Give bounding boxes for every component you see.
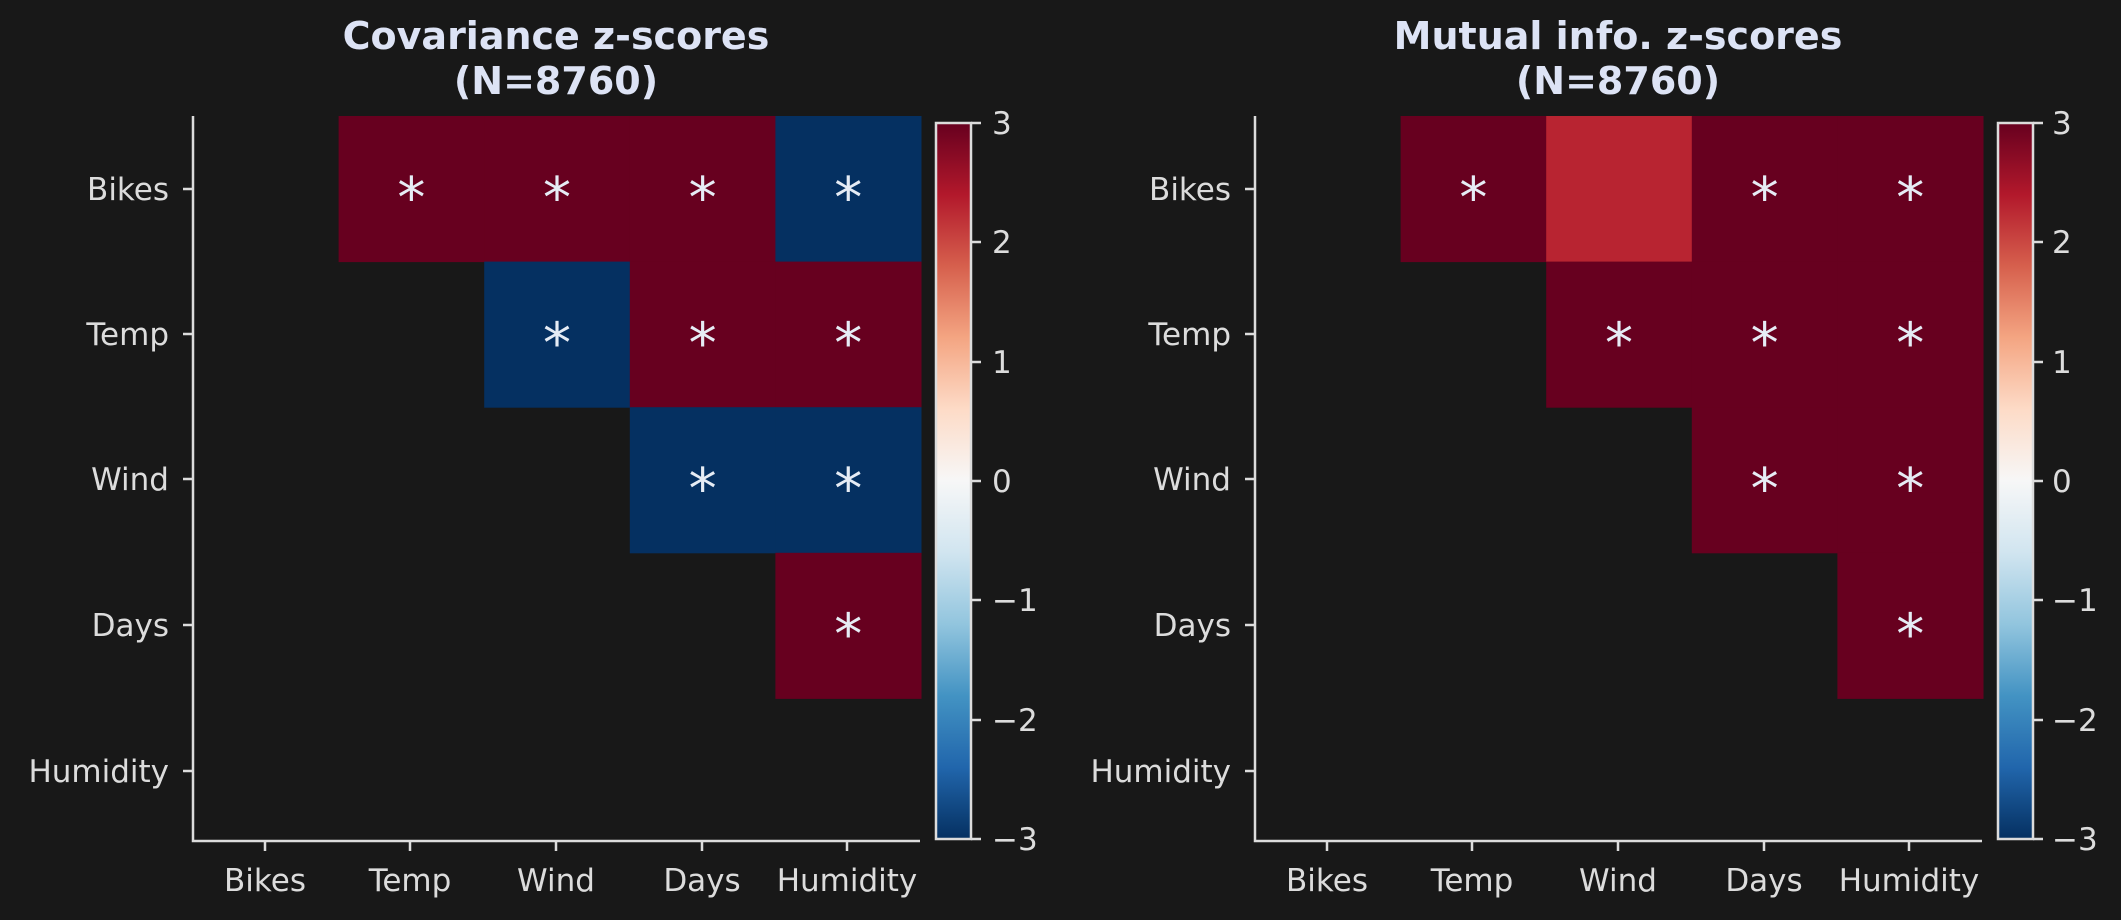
colorbar-tick-label: −2 — [992, 703, 1038, 739]
colorbar-tick-label: 3 — [2052, 106, 2072, 142]
x-tick-label: Temp — [368, 863, 452, 899]
significance-star: * — [1896, 166, 1924, 231]
heatmap-cell — [1837, 552, 1984, 699]
significance-star: * — [1896, 311, 1924, 376]
y-tick-label: Bikes — [87, 172, 169, 208]
chart-title-line-1: Covariance z-scores — [343, 14, 770, 58]
x-axis-ticks: Bikes Temp Wind Days Humidity — [1286, 841, 1979, 899]
colorbar-tick-label: 1 — [2052, 345, 2072, 381]
x-tick-label: Temp — [1430, 863, 1514, 899]
colorbar-tick-label: 2 — [992, 225, 1012, 261]
significance-star: * — [689, 166, 717, 231]
colorbar-tick-label: −3 — [2052, 822, 2098, 858]
colorbar-gradient — [1996, 121, 2035, 841]
heatmap-cell — [1691, 261, 1838, 408]
heatmap-cell — [1546, 261, 1693, 408]
significance-markers: * * * * * * * * * — [1459, 166, 1924, 668]
x-tick-label: Wind — [517, 863, 595, 899]
colorbar-tick-label: 1 — [992, 345, 1012, 381]
y-tick-label: Humidity — [28, 754, 169, 790]
heatmap-cell — [484, 261, 631, 408]
x-tick-label: Bikes — [224, 863, 306, 899]
plot-axes — [1253, 116, 1982, 843]
y-axis-ticks: Bikes Temp Wind Days Humidity — [28, 172, 193, 790]
significance-star: * — [1896, 457, 1924, 522]
significance-star: * — [689, 457, 717, 522]
significance-star: * — [1605, 311, 1633, 376]
colorbar-tick-label: −3 — [992, 822, 1038, 858]
significance-star: * — [1751, 457, 1779, 522]
colorbar-tick-label: 0 — [2052, 464, 2072, 500]
chart-title-line-2: (N=8760) — [1516, 59, 1720, 103]
heatmap-cell — [1837, 407, 1984, 554]
colorbar: 3 2 1 0 −1 −2 −3 — [934, 106, 1038, 858]
significance-star: * — [1751, 311, 1779, 376]
heatmap-cell — [1837, 116, 1984, 263]
heatmap-cell — [1546, 116, 1693, 263]
y-tick-label: Bikes — [1149, 172, 1231, 208]
heatmap-cell — [484, 116, 631, 263]
colorbar-tick-label: −1 — [2052, 583, 2098, 619]
heatmap-cell — [1837, 261, 1984, 408]
significance-star: * — [543, 166, 571, 231]
y-tick-label: Days — [92, 608, 169, 644]
x-axis-ticks: Bikes Temp Wind Days Humidity — [224, 841, 917, 899]
colorbar-tick-label: 3 — [992, 106, 1012, 142]
y-axis-ticks: Bikes Temp Wind Days Humidity — [1090, 172, 1255, 790]
significance-star: * — [834, 457, 862, 522]
heatmap-cells — [1400, 116, 1984, 699]
x-tick-label: Wind — [1579, 863, 1657, 899]
y-tick-label: Humidity — [1090, 754, 1231, 790]
colorbar-tick-label: 2 — [2052, 225, 2072, 261]
significance-star: * — [834, 311, 862, 376]
heatmap-cell — [338, 116, 485, 263]
covariance-heatmap-panel: Covariance z-scores (N=8760) * * * * * * * * ** … — [28, 14, 1037, 899]
heatmap-cell — [775, 407, 922, 554]
heatmap-cell — [775, 552, 922, 699]
x-tick-label: Days — [1725, 863, 1802, 899]
chart-title-line-2: (N=8760) — [454, 59, 658, 103]
colorbar: 3 2 1 0 −1 −2 −3 — [1996, 106, 2098, 858]
significance-star: * — [1459, 166, 1487, 231]
heatmap-cell — [775, 116, 922, 263]
heatmap-cell — [629, 116, 776, 263]
significance-star: * — [834, 166, 862, 231]
y-tick-label: Temp — [85, 317, 169, 353]
colorbar-tick-label: −1 — [992, 583, 1038, 619]
y-tick-label: Days — [1154, 608, 1231, 644]
heatmap-cell — [1691, 407, 1838, 554]
heatmap-cell — [629, 261, 776, 408]
plot-axes — [191, 116, 920, 843]
x-tick-label: Bikes — [1286, 863, 1368, 899]
x-tick-label: Humidity — [777, 863, 918, 899]
chart-title-line-1: Mutual info. z-scores — [1394, 14, 1843, 58]
x-tick-label: Humidity — [1839, 863, 1980, 899]
y-tick-label: Wind — [1153, 462, 1231, 498]
significance-star: * — [397, 166, 425, 231]
significance-star: * — [1751, 166, 1779, 231]
colorbar-tick-label: 0 — [992, 464, 1012, 500]
heatmap-cell — [629, 407, 776, 554]
mutual-info-heatmap-panel: Mutual info. z-scores (N=8760) * * ** * ** **… — [1090, 14, 2097, 899]
significance-star: * — [1896, 603, 1924, 668]
significance-markers: * * * * * * * * * * — [397, 166, 862, 668]
colorbar-tick-label: −2 — [2052, 703, 2098, 739]
heatmap-cell — [1400, 116, 1547, 263]
heatmap-cells — [338, 116, 922, 699]
significance-star: * — [834, 603, 862, 668]
heatmap-cell — [1691, 116, 1838, 263]
x-tick-label: Days — [663, 863, 740, 899]
heatmap-cell — [775, 261, 922, 408]
significance-star: * — [543, 311, 571, 376]
y-tick-label: Temp — [1147, 317, 1231, 353]
colorbar-gradient — [934, 121, 973, 841]
significance-star: * — [689, 311, 717, 376]
y-tick-label: Wind — [91, 462, 169, 498]
